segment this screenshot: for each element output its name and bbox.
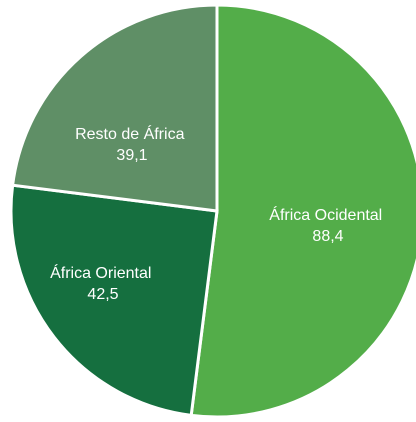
slice-label-resto-de-africa: Resto de África 39,1	[75, 124, 189, 164]
pie-slice-africa-oriental	[9, 183, 219, 418]
pie-slices	[9, 3, 416, 419]
pie-slice-africa-ocidental	[189, 3, 416, 419]
slice-value-resto-de-africa: 39,1	[116, 147, 147, 164]
slice-label-africa-ocidental: África Ocidental 88,4	[269, 205, 386, 245]
slice-value-africa-ocidental: 88,4	[312, 228, 343, 245]
slice-name-resto-de-africa: Resto de África	[75, 124, 184, 143]
slice-label-africa-oriental: África Oriental 42,5	[50, 263, 156, 303]
slice-name-africa-oriental: África Oriental	[50, 263, 151, 282]
pie-slice-resto-de-africa	[10, 3, 219, 213]
slice-name-africa-ocidental: África Ocidental	[269, 205, 382, 224]
slice-value-africa-oriental: 42,5	[87, 286, 118, 303]
